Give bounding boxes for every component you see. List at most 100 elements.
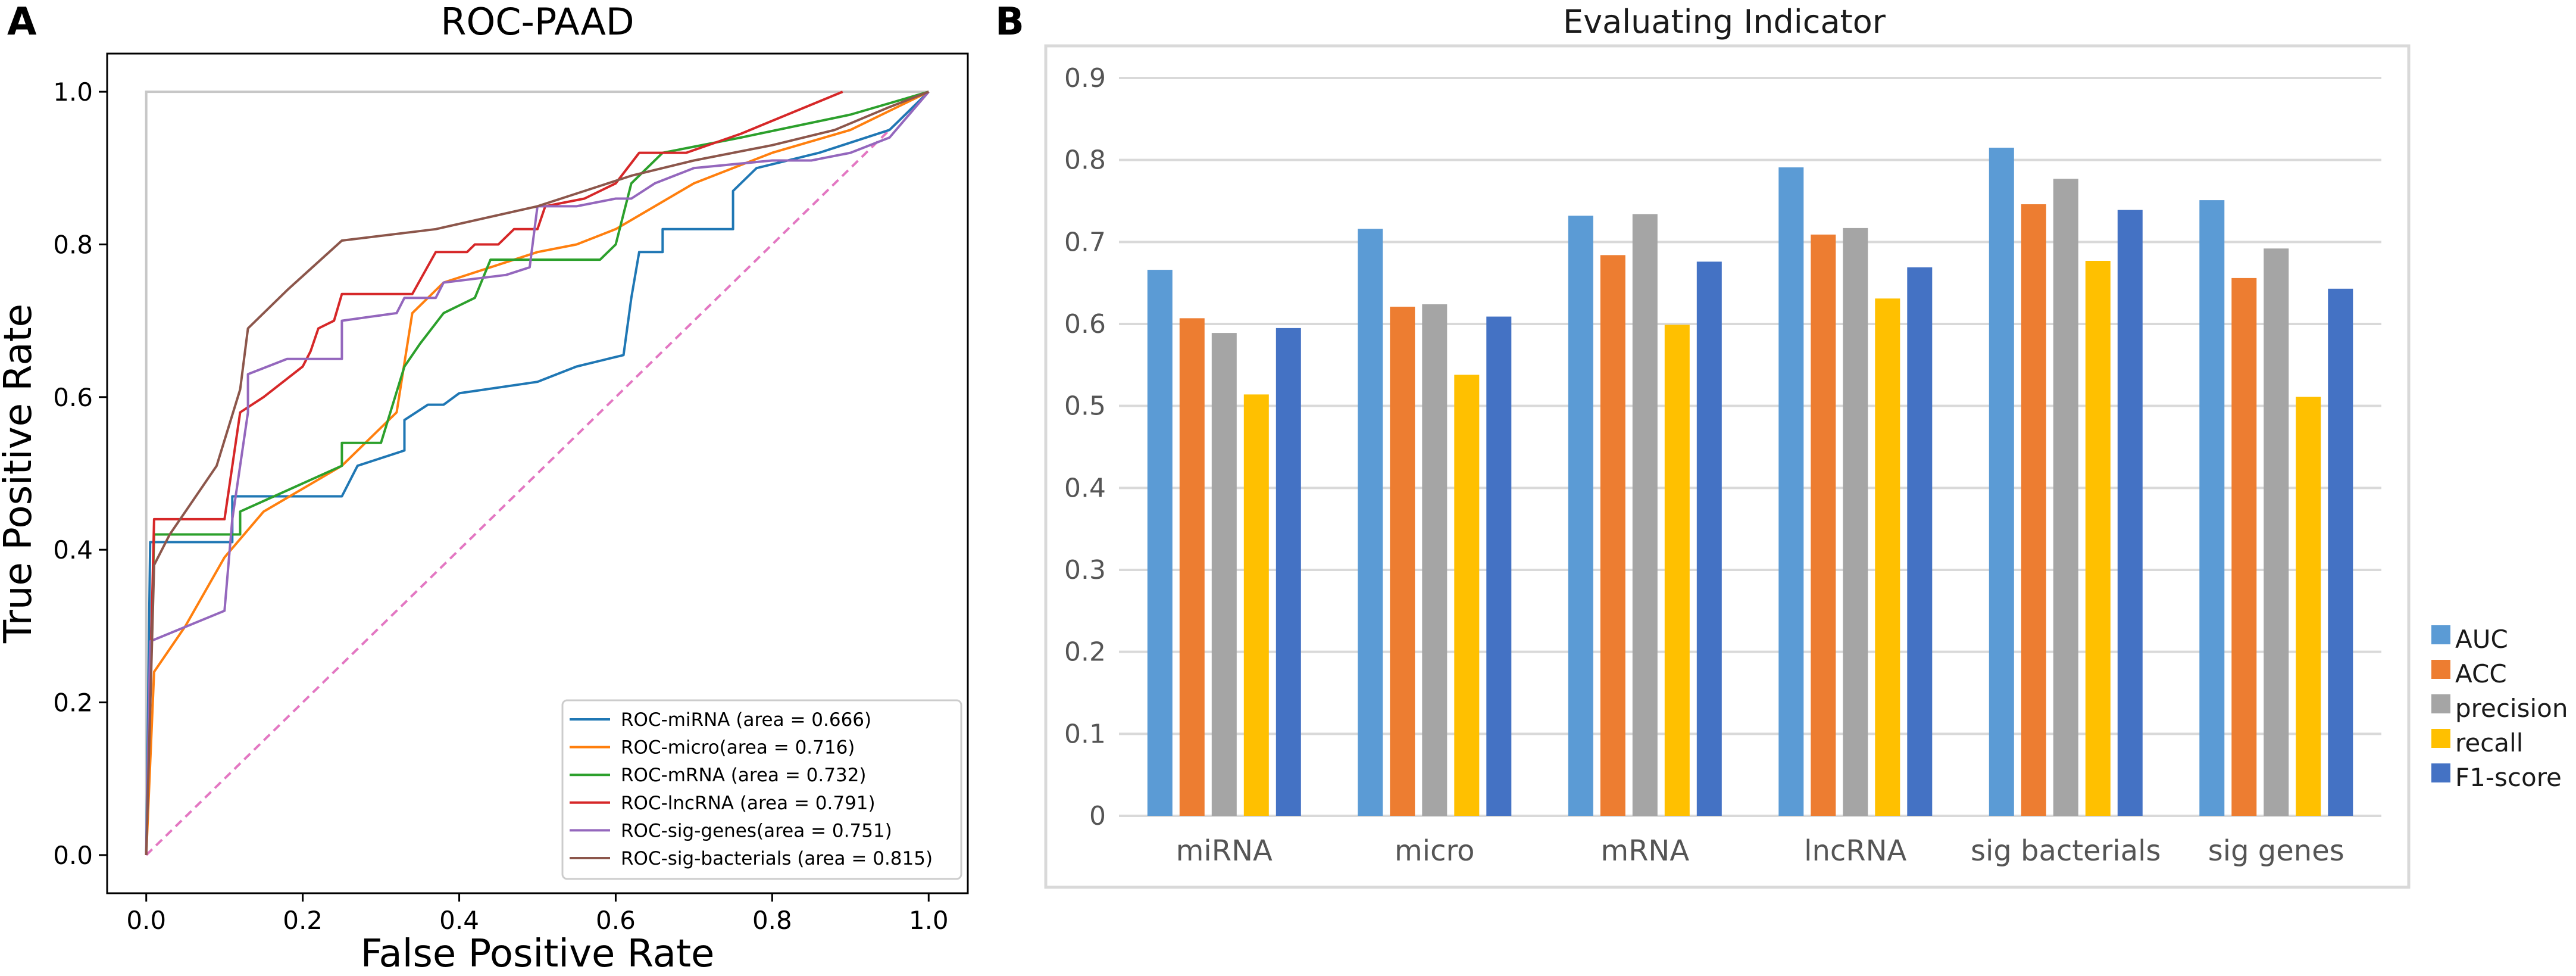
bar-acc-sig-genes (2231, 277, 2257, 816)
bar-y-tick-label: 0.6 (1064, 309, 1106, 339)
roc-axes-frame (106, 52, 969, 894)
panel-a-letter: A (7, 0, 37, 44)
roc-y-tick-label: 0.2 (53, 688, 93, 718)
bar-f1-score-micro (1486, 316, 1512, 816)
bar-legend-swatch (2431, 729, 2450, 748)
roc-series-line-6 (145, 91, 930, 855)
bar-precision-lncrna (1843, 227, 1868, 816)
bar-legend: AUC ACC precision recall F1-score (2431, 625, 2568, 792)
bar-legend-swatch (2431, 625, 2450, 644)
bar-recall-sig-genes (2296, 397, 2321, 816)
bar-auc-sig-bacterials (1989, 148, 2014, 816)
bar-legend-swatch (2431, 660, 2450, 679)
bar-auc-sig-genes (2199, 200, 2225, 816)
bar-title: Evaluating Indicator (1563, 3, 1886, 40)
bar-legend-label: precision (2455, 694, 2568, 723)
roc-legend-label: ROC-micro(area = 0.716) (621, 737, 855, 759)
roc-ticks: 0.0 0.2 0.4 0.6 0.8 1.0 0.0 0.2 0.4 0.6 0.8 1.0 (53, 77, 948, 935)
bar-precision-sig-bacterials (2053, 179, 2078, 816)
bar-category-label: lncRNA (1804, 834, 1906, 868)
bar-y-tick-label: 0.4 (1064, 473, 1106, 503)
roc-x-tick-label: 0.6 (596, 906, 636, 935)
bar-recall-mrna (1664, 325, 1690, 816)
roc-x-axis-label: False Positive Rate (361, 932, 715, 974)
bar-y-tick-label: 0.8 (1064, 145, 1106, 176)
bar-gridlines (1119, 77, 2381, 817)
roc-y-axis-label: True Positive Rate (0, 304, 40, 644)
bar-acc-micro (1390, 307, 1415, 816)
bar-acc-mrna (1600, 255, 1625, 816)
roc-legend-box (561, 699, 962, 880)
roc-y-tick-label: 0.8 (53, 230, 93, 259)
bar-legend-label: AUC (2455, 625, 2508, 654)
bar-acc-mirna (1179, 318, 1205, 816)
bar-auc-micro (1358, 229, 1383, 816)
roc-title: ROC-PAAD (440, 0, 634, 43)
bar-y-tick-label: 0.1 (1064, 719, 1106, 749)
bar-f1-score-sig-genes (2328, 288, 2353, 816)
roc-x-tick-label: 0.4 (439, 906, 479, 935)
roc-legend-label: ROC-sig-genes(area = 0.751) (621, 820, 892, 841)
bar-panel: B Evaluating Indicator 00.10.20.30.40.50… (995, 0, 2568, 889)
bar-precision-sig-genes (2264, 248, 2289, 816)
roc-series-line-4 (145, 91, 843, 855)
bar-precision-mrna (1632, 214, 1658, 816)
bar-y-tick-label: 0.7 (1064, 227, 1106, 257)
roc-legend-label: ROC-miRNA (area = 0.666) (621, 709, 871, 731)
roc-perfect-line (145, 91, 929, 855)
roc-x-tick-label: 0.0 (126, 906, 166, 935)
bar-f1-score-lncrna (1907, 267, 1933, 816)
bar-ticks: 0 0.1 0.2 0.3 0.4 0.5 0.6 0.7 0.8 0.9 miRNA micro mR… (1064, 63, 2344, 868)
bar-f1-score-mirna (1276, 328, 1301, 816)
bar-recall-lncrna (1875, 298, 1900, 816)
roc-x-tick-label: 0.2 (283, 906, 323, 935)
bar-y-tick-label: 0 (1089, 801, 1106, 831)
bar-y-tick-label: 0.2 (1064, 637, 1106, 668)
bar-y-tick-label: 0.3 (1064, 555, 1106, 585)
roc-legend-label: ROC-lncRNA (area = 0.791) (621, 793, 876, 814)
bar-series (1147, 148, 2353, 816)
roc-panel: A ROC-PAAD 0.0 0.2 0.4 0.6 0.8 1.00.00.20.40.… (0, 0, 969, 976)
roc-y-tick-label: 0.4 (53, 535, 93, 565)
bar-legend-swatch (2431, 694, 2450, 713)
bar-acc-sig-bacterials (2021, 204, 2046, 816)
bar-precision-mirna (1211, 333, 1237, 816)
bar-recall-mirna (1243, 394, 1269, 816)
roc-y-tick-label: 1.0 (53, 77, 93, 107)
roc-plot-area (145, 91, 930, 856)
bar-legend-swatch (2431, 763, 2450, 782)
bar-recall-sig-bacterials (2085, 261, 2111, 816)
bar-f1-score-sig-bacterials (2117, 210, 2143, 816)
bar-category-label: sig bacterials (1971, 834, 2161, 868)
bar-category-label: micro (1395, 834, 1475, 868)
bar-y-tick-label: 0.5 (1064, 391, 1106, 422)
roc-legend-label: ROC-mRNA (area = 0.732) (621, 765, 867, 786)
bar-acc-lncrna (1811, 234, 1836, 816)
bar-y-tick-label: 0.9 (1064, 63, 1106, 93)
bar-category-label: sig genes (2208, 834, 2344, 868)
panel-b-letter: B (995, 0, 1024, 44)
bar-auc-lncrna (1778, 167, 1804, 816)
roc-x-tick-label: 0.8 (752, 906, 792, 935)
bar-category-label: mRNA (1600, 834, 1689, 868)
roc-series-line-5 (145, 91, 930, 855)
roc-y-tick-label: 0.0 (53, 841, 93, 870)
roc-series-line-3 (145, 91, 929, 855)
bar-legend-label: ACC (2455, 659, 2507, 688)
bar-auc-mrna (1568, 216, 1593, 816)
bar-f1-score-mrna (1696, 261, 1722, 816)
roc-chance-line (145, 91, 930, 856)
bar-auc-mirna (1147, 270, 1173, 816)
roc-legend-label: ROC-sig-bacterials (area = 0.815) (621, 848, 933, 869)
roc-legend: ROC-miRNA (area = 0.666) ROC-micro(area =… (561, 699, 962, 880)
bar-recall-micro (1454, 375, 1480, 816)
roc-y-tick-label: 0.6 (53, 383, 93, 412)
roc-x-tick-label: 1.0 (909, 906, 949, 935)
roc-series-line-1 (145, 91, 930, 855)
bar-legend-label: recall (2455, 728, 2523, 757)
bar-precision-micro (1422, 304, 1448, 816)
bar-category-label: miRNA (1176, 834, 1273, 868)
bar-legend-label: F1-score (2455, 763, 2562, 792)
